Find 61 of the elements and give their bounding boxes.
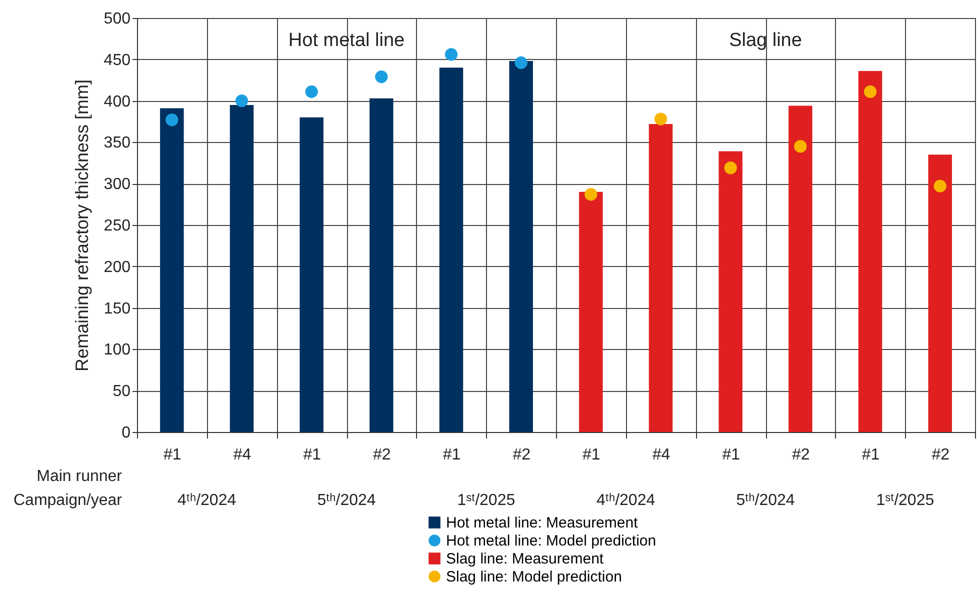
y-tick-label: 0 xyxy=(122,424,131,442)
bar xyxy=(788,106,812,432)
point xyxy=(654,112,668,126)
x-tick-label: #1 xyxy=(442,446,461,464)
bar xyxy=(928,154,952,432)
point xyxy=(305,85,318,98)
point xyxy=(794,140,807,153)
x-tick-label: #2 xyxy=(932,446,950,464)
text: 4ᵗʰ/2024 xyxy=(178,492,236,509)
bar xyxy=(718,151,742,432)
point xyxy=(375,70,388,84)
bar xyxy=(648,124,673,432)
point xyxy=(235,94,248,108)
text: Main runner xyxy=(36,468,123,485)
y-tick-label: 400 xyxy=(104,93,131,110)
y-tick-label: 450 xyxy=(104,52,131,69)
legend-label: Slag line: Model prediction xyxy=(446,568,622,586)
x-tick-label: #4 xyxy=(652,446,670,464)
point xyxy=(166,114,178,126)
x-tick-label: #1 xyxy=(862,446,880,464)
y-tick-label: 200 xyxy=(104,258,131,276)
bar xyxy=(300,117,324,432)
y-tick-label: 100 xyxy=(104,342,131,359)
bar xyxy=(370,98,394,432)
x-tick-label: #2 xyxy=(373,446,391,464)
x-tick-label: #1 xyxy=(722,446,740,464)
annotation: Slag line xyxy=(729,30,802,51)
bar xyxy=(439,68,464,432)
text: 1ˢᵗ/2025 xyxy=(876,492,934,509)
text: 4ᵗʰ/2024 xyxy=(596,492,656,509)
x-tick-label: #2 xyxy=(512,446,531,464)
bar xyxy=(579,192,603,432)
x-tick-label: #1 xyxy=(303,446,322,464)
legend-label: Slag line: Measurement xyxy=(446,550,604,568)
text: 1ˢᵗ/2025 xyxy=(457,492,516,509)
point xyxy=(514,56,528,70)
y-tick-label: 50 xyxy=(112,383,131,400)
text: 5ᵗʰ/2024 xyxy=(317,492,376,509)
y-tick-label: 500 xyxy=(104,10,131,28)
x-tick-label: #1 xyxy=(582,446,600,464)
point xyxy=(584,188,598,201)
legend-label: Hot metal line: Measurement xyxy=(446,514,639,532)
bar xyxy=(160,108,184,432)
x-tick-label: #4 xyxy=(233,446,252,464)
text: 5ᵗʰ/2024 xyxy=(736,492,795,509)
y-tick-label: 250 xyxy=(104,218,131,234)
bar xyxy=(509,61,533,432)
y-axis-title: Remaining refractory thickness [mm] xyxy=(72,79,92,372)
bar xyxy=(230,104,254,432)
y-tick-label: 150 xyxy=(104,300,131,318)
point xyxy=(864,85,877,98)
text: Campaign/year xyxy=(14,492,123,509)
point xyxy=(724,162,737,174)
y-tick-label: 300 xyxy=(104,176,131,194)
y-tick-label: 350 xyxy=(104,134,131,152)
point xyxy=(934,180,946,192)
point xyxy=(444,48,458,61)
x-tick-label: #1 xyxy=(164,446,182,464)
x-tick-label: #2 xyxy=(792,446,810,464)
legend-label: Hot metal line: Model prediction xyxy=(446,532,656,550)
bar xyxy=(858,70,882,432)
